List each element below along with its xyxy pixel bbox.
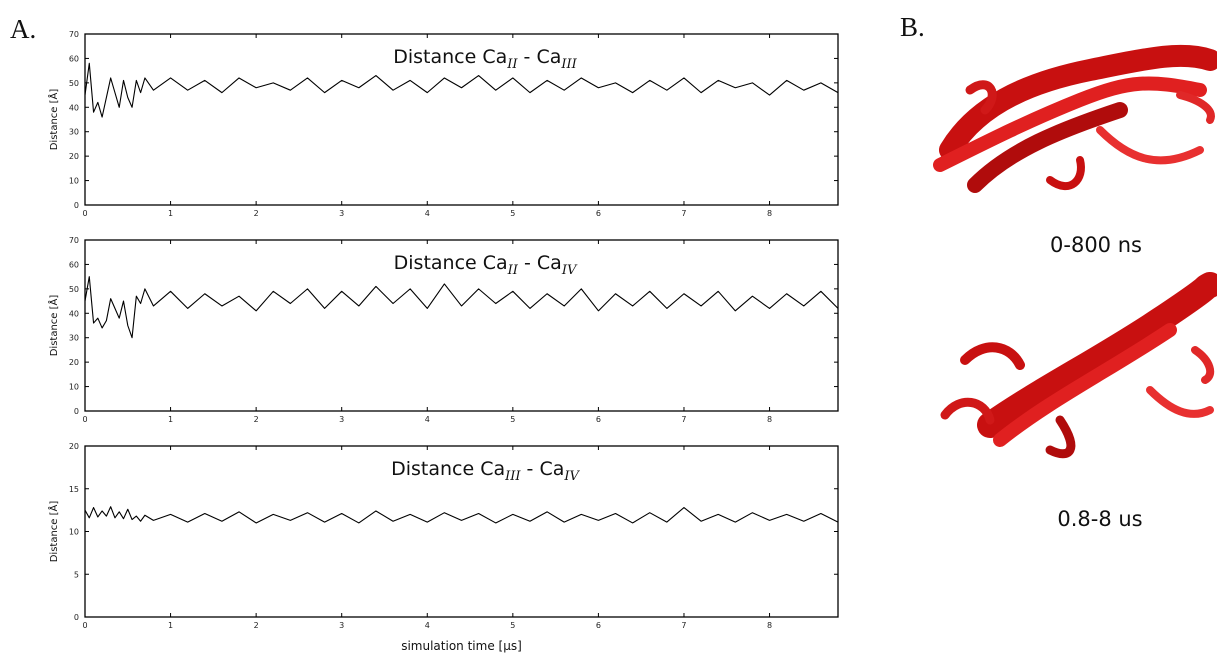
protein-structure: [933, 44, 1217, 193]
x-tick-label: 7: [681, 415, 686, 424]
y-tick-label: 30: [69, 334, 79, 343]
y-tick-label: 70: [69, 30, 79, 39]
y-tick-label: 30: [69, 128, 79, 137]
x-tick-label: 5: [510, 621, 515, 630]
protein-structure: [940, 272, 1217, 459]
title-part: IV: [563, 469, 580, 484]
x-tick-label: 1: [168, 621, 173, 630]
x-tick-label: 4: [425, 621, 430, 630]
x-tick-label: 2: [254, 621, 259, 630]
title-part: II: [507, 263, 519, 278]
y-tick-label: 50: [69, 79, 79, 88]
title-part: Distance Ca: [394, 252, 508, 274]
x-tick-label: 7: [681, 621, 686, 630]
title-part: IV: [561, 263, 578, 278]
x-tick-label: 2: [254, 209, 259, 218]
y-tick-label: 60: [69, 54, 79, 63]
title-part: - Ca: [518, 252, 562, 274]
x-tick-label: 0: [82, 209, 87, 218]
title-part: III: [504, 469, 521, 484]
y-tick-label: 20: [69, 152, 79, 161]
y-tick-label: 60: [69, 260, 79, 269]
x-tick-label: 1: [168, 415, 173, 424]
plot-frame: [84, 239, 839, 412]
y-tick-label: 0: [74, 201, 79, 210]
x-tick-label: 0: [82, 415, 87, 424]
x-tick-label: 8: [767, 621, 772, 630]
x-tick-label: 4: [425, 209, 430, 218]
x-tick-label: 2: [254, 415, 259, 424]
title-part: Distance Ca: [391, 458, 505, 480]
y-tick-label: 40: [69, 103, 79, 112]
y-tick-label: 5: [74, 570, 79, 579]
data-line: [84, 506, 839, 524]
title-part: II: [506, 57, 518, 72]
x-tick-label: 6: [596, 209, 601, 218]
x-tick-label: 3: [339, 209, 344, 218]
y-axis-label: Distance [Å]: [47, 501, 60, 563]
x-tick-label: 6: [596, 621, 601, 630]
x-tick-label: 6: [596, 415, 601, 424]
y-axis-label: Distance [Å]: [47, 89, 60, 151]
x-tick-label: 5: [510, 415, 515, 424]
x-axis-label: simulation time [μs]: [401, 639, 522, 653]
y-tick-label: 0: [74, 407, 79, 416]
caption: 0.8-8 us: [1057, 507, 1142, 531]
y-tick-label: 15: [69, 485, 79, 494]
x-tick-label: 1: [168, 209, 173, 218]
data-line: [84, 62, 839, 118]
y-tick-label: 40: [69, 309, 79, 318]
plot-frame: [84, 33, 839, 206]
title-part: - Ca: [518, 46, 562, 68]
x-tick-label: 0: [82, 621, 87, 630]
x-tick-label: 8: [767, 415, 772, 424]
title-part: - Ca: [521, 458, 565, 480]
y-tick-label: 20: [69, 358, 79, 367]
x-tick-label: 5: [510, 209, 515, 218]
panel-label: A.: [10, 14, 36, 44]
title-part: III: [560, 57, 577, 72]
y-tick-label: 10: [69, 528, 79, 537]
y-tick-label: 20: [69, 442, 79, 451]
caption: 0-800 ns: [1050, 233, 1142, 257]
x-tick-label: 4: [425, 415, 430, 424]
data-line: [84, 276, 839, 339]
title-part: Distance Ca: [393, 46, 507, 68]
chart-title: Distance CaII - CaIII: [393, 46, 577, 72]
chart-title: Distance CaIII - CaIV: [391, 458, 580, 484]
panel-label: B.: [900, 12, 925, 42]
y-tick-label: 70: [69, 236, 79, 245]
y-axis-label: Distance [Å]: [47, 295, 60, 357]
y-tick-label: 10: [69, 177, 79, 186]
y-tick-label: 50: [69, 285, 79, 294]
x-tick-label: 3: [339, 415, 344, 424]
x-tick-label: 7: [681, 209, 686, 218]
x-tick-label: 3: [339, 621, 344, 630]
chart-title: Distance CaII - CaIV: [394, 252, 578, 278]
y-tick-label: 10: [69, 383, 79, 392]
y-tick-label: 0: [74, 613, 79, 622]
x-tick-label: 8: [767, 209, 772, 218]
